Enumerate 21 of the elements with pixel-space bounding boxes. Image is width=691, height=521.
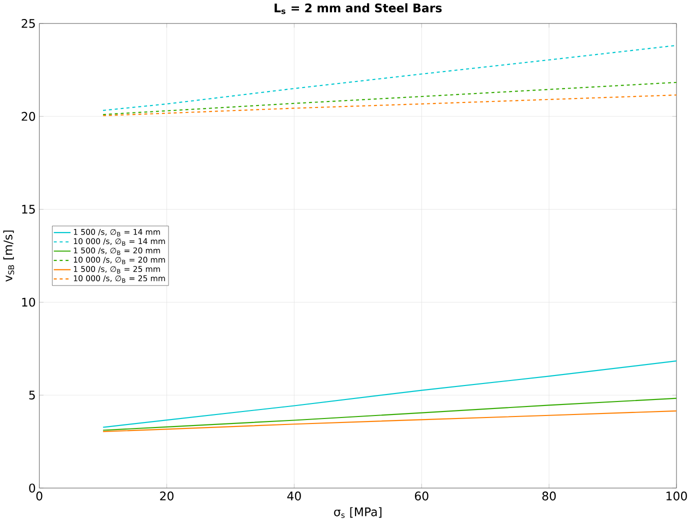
- y-axis-title: v$_{SB}$ [m/s]: [3, 230, 14, 282]
- y-tick-label: 15: [22, 204, 35, 214]
- line-series: [102, 360, 676, 428]
- x-tick-label: 100: [666, 491, 687, 500]
- line-series: [102, 94, 676, 116]
- y-tick-label: 20: [22, 112, 36, 121]
- y-tick-label: 10: [22, 298, 36, 307]
- x-tick-label: 40: [287, 491, 301, 500]
- x-axis-title: σ$_{s}$ [MPa]: [334, 507, 382, 518]
- line-series: [102, 82, 676, 115]
- x-tick-label: 20: [160, 491, 174, 500]
- x-tick-label: 80: [542, 491, 556, 500]
- line-series: [102, 410, 676, 432]
- y-tick-label: 5: [29, 390, 35, 400]
- x-tick-label: 0: [36, 491, 42, 500]
- line-series: [102, 44, 676, 111]
- y-tick-label: 25: [22, 18, 35, 28]
- x-tick-label: 60: [414, 491, 428, 500]
- chart-title: L$_{s}$ = 2 mm and Steel Bars: [274, 3, 442, 14]
- line-series: [102, 398, 676, 431]
- y-tick-label: 0: [29, 483, 36, 492]
